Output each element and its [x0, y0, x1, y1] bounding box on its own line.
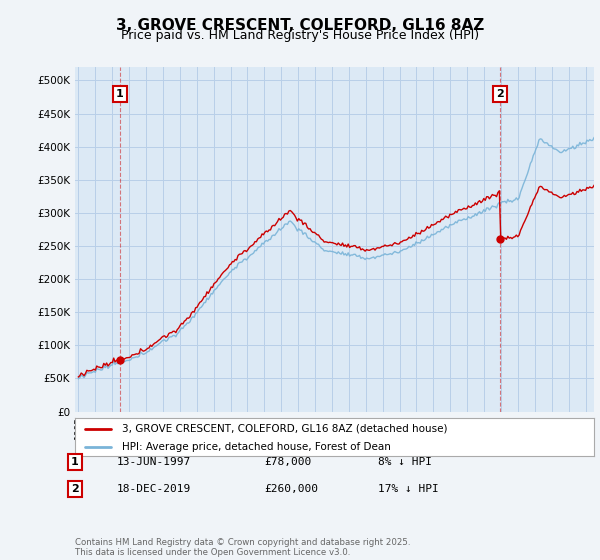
Text: Contains HM Land Registry data © Crown copyright and database right 2025.
This d: Contains HM Land Registry data © Crown c…	[75, 538, 410, 557]
Text: 3, GROVE CRESCENT, COLEFORD, GL16 8AZ: 3, GROVE CRESCENT, COLEFORD, GL16 8AZ	[116, 18, 484, 33]
Text: 17% ↓ HPI: 17% ↓ HPI	[378, 484, 439, 494]
Text: 8% ↓ HPI: 8% ↓ HPI	[378, 457, 432, 467]
Text: 18-DEC-2019: 18-DEC-2019	[117, 484, 191, 494]
Text: HPI: Average price, detached house, Forest of Dean: HPI: Average price, detached house, Fore…	[122, 442, 391, 452]
Text: Price paid vs. HM Land Registry's House Price Index (HPI): Price paid vs. HM Land Registry's House …	[121, 29, 479, 42]
Text: 2: 2	[71, 484, 79, 494]
Text: 3, GROVE CRESCENT, COLEFORD, GL16 8AZ (detached house): 3, GROVE CRESCENT, COLEFORD, GL16 8AZ (d…	[122, 423, 447, 433]
Text: 1: 1	[71, 457, 79, 467]
Text: £78,000: £78,000	[264, 457, 311, 467]
Text: 2: 2	[496, 88, 504, 99]
Text: £260,000: £260,000	[264, 484, 318, 494]
Text: 13-JUN-1997: 13-JUN-1997	[117, 457, 191, 467]
Text: 1: 1	[116, 88, 124, 99]
